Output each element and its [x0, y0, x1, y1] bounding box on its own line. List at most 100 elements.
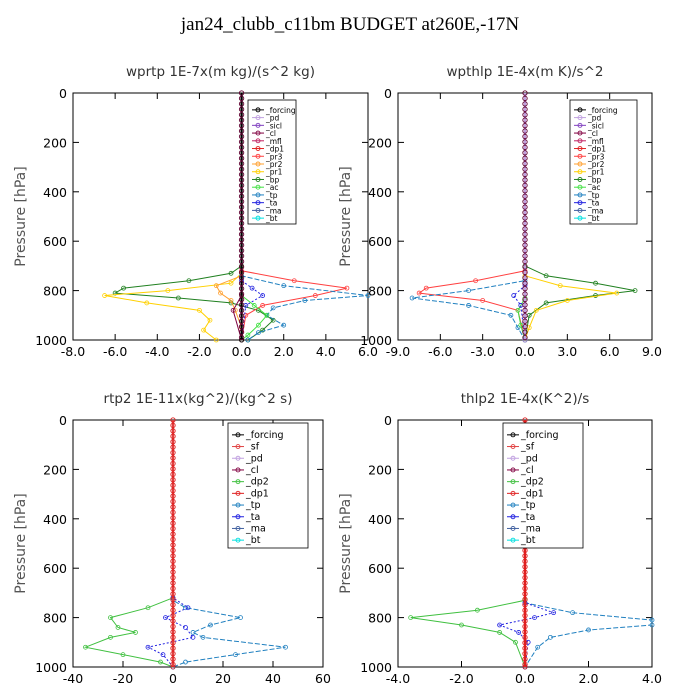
legend-marker: [510, 467, 516, 473]
series-point: [108, 615, 113, 620]
zero-marker: [522, 106, 528, 112]
series-point: [283, 644, 288, 650]
series-point: [213, 283, 219, 289]
y-tick-label: 400: [43, 512, 67, 527]
legend-marker: [577, 153, 583, 159]
series-point: [551, 610, 556, 616]
zero-marker: [170, 542, 176, 548]
legend-marker: [255, 138, 261, 144]
legend-entry: _dp2: [245, 477, 269, 488]
zero-marker: [238, 155, 245, 161]
x-tick-label: 6.0: [600, 344, 620, 359]
legend-entry: _sf: [245, 442, 260, 453]
legend-entry: _dp2: [520, 477, 544, 488]
legend-entry: _cl: [587, 129, 598, 138]
zero-marker: [522, 182, 528, 189]
zero-marker: [238, 144, 245, 150]
zero-marker: [170, 618, 176, 624]
zero-marker: [522, 231, 528, 237]
series-point: [518, 322, 524, 328]
zero-marker: [170, 596, 176, 602]
series-point: [145, 644, 151, 650]
legend-entry: _bp: [587, 175, 602, 184]
legend-marker: [255, 215, 261, 221]
series-point: [251, 303, 257, 308]
series-point: [245, 337, 251, 343]
zero-marker: [238, 280, 245, 286]
series-line-pr3: [241, 93, 348, 341]
legend-entry: _dp1: [245, 488, 269, 499]
series-point: [228, 270, 234, 276]
zero-marker: [170, 640, 176, 646]
legend-marker: [255, 177, 261, 182]
zero-marker: [238, 226, 245, 232]
legend-marker: [235, 526, 241, 531]
zero-marker: [522, 612, 528, 619]
legend-marker: [510, 537, 516, 543]
legend-entry: _forcing: [245, 430, 284, 441]
zero-marker: [522, 661, 528, 668]
series-point: [260, 303, 266, 308]
legend-marker: [510, 432, 516, 438]
y-tick-label: 0: [384, 413, 392, 428]
x-tick-label: -6.0: [428, 344, 452, 359]
zero-marker: [522, 302, 528, 308]
series-point: [213, 337, 219, 343]
chart-panel-4: thlp2 1E-4x(K^2)/s Pressure [hPa] -4.0 -2.0…: [338, 391, 662, 686]
zero-marker: [170, 634, 176, 641]
x-tick-label: 9.0: [642, 344, 662, 359]
legend-marker: [577, 177, 583, 182]
chart-panel-3: rtp2 1E-11x(kg^2)/(kg^2 s) Pressure [hPa]…: [13, 391, 331, 686]
legend-entry: _bt: [587, 214, 600, 223]
zero-marker: [170, 526, 176, 532]
series-point: [497, 622, 503, 628]
series-line-tp: [524, 420, 653, 668]
series-point: [160, 652, 166, 658]
zero-marker: [170, 482, 176, 488]
plot-frame: [72, 92, 369, 341]
zero-marker: [522, 618, 528, 624]
series-point: [408, 615, 414, 620]
x-tick-label: -6.0: [103, 344, 127, 359]
zero-marker: [170, 428, 176, 434]
x-tick-label: 40: [265, 671, 281, 686]
zero-marker: [170, 536, 176, 543]
zero-marker: [238, 122, 245, 129]
zero-marker: [238, 329, 245, 335]
zero-marker: [170, 607, 176, 613]
legend-entry: _forcing: [587, 106, 618, 115]
zero-marker: [522, 574, 528, 581]
series-point: [543, 300, 549, 306]
y-tick-label: 600: [368, 561, 392, 576]
zero-marker: [238, 215, 245, 221]
series-point: [466, 288, 471, 294]
zero-marker: [522, 144, 528, 150]
zero-marker: [170, 553, 176, 559]
series-point: [190, 630, 196, 635]
zero-marker: [522, 645, 528, 651]
legend-box: [502, 422, 584, 549]
panel-title: wpthlp 1E-4x(m K)/s^2: [447, 64, 604, 80]
zero-marker: [522, 242, 528, 248]
x-tick-label: 20: [215, 671, 231, 686]
zero-marker: [170, 449, 176, 456]
legend-entry: _pd: [587, 114, 602, 123]
series-point: [570, 610, 576, 616]
zero-marker: [522, 199, 528, 205]
series-point: [144, 300, 150, 306]
zero-marker: [522, 640, 528, 646]
legend-marker: [577, 169, 583, 175]
legend-marker: [577, 161, 583, 167]
legend-entry: _sicl: [587, 121, 604, 130]
zero-marker: [522, 204, 528, 210]
series-point: [515, 325, 521, 331]
zero-marker: [522, 226, 528, 232]
legend-entry: _pr2: [587, 160, 605, 169]
x-tick-label: 6.0: [358, 344, 378, 359]
zero-marker: [170, 661, 176, 668]
legend-entry: _ma: [265, 206, 282, 215]
zero-marker: [522, 296, 528, 303]
zero-marker: [522, 585, 528, 592]
series-point: [525, 639, 531, 645]
